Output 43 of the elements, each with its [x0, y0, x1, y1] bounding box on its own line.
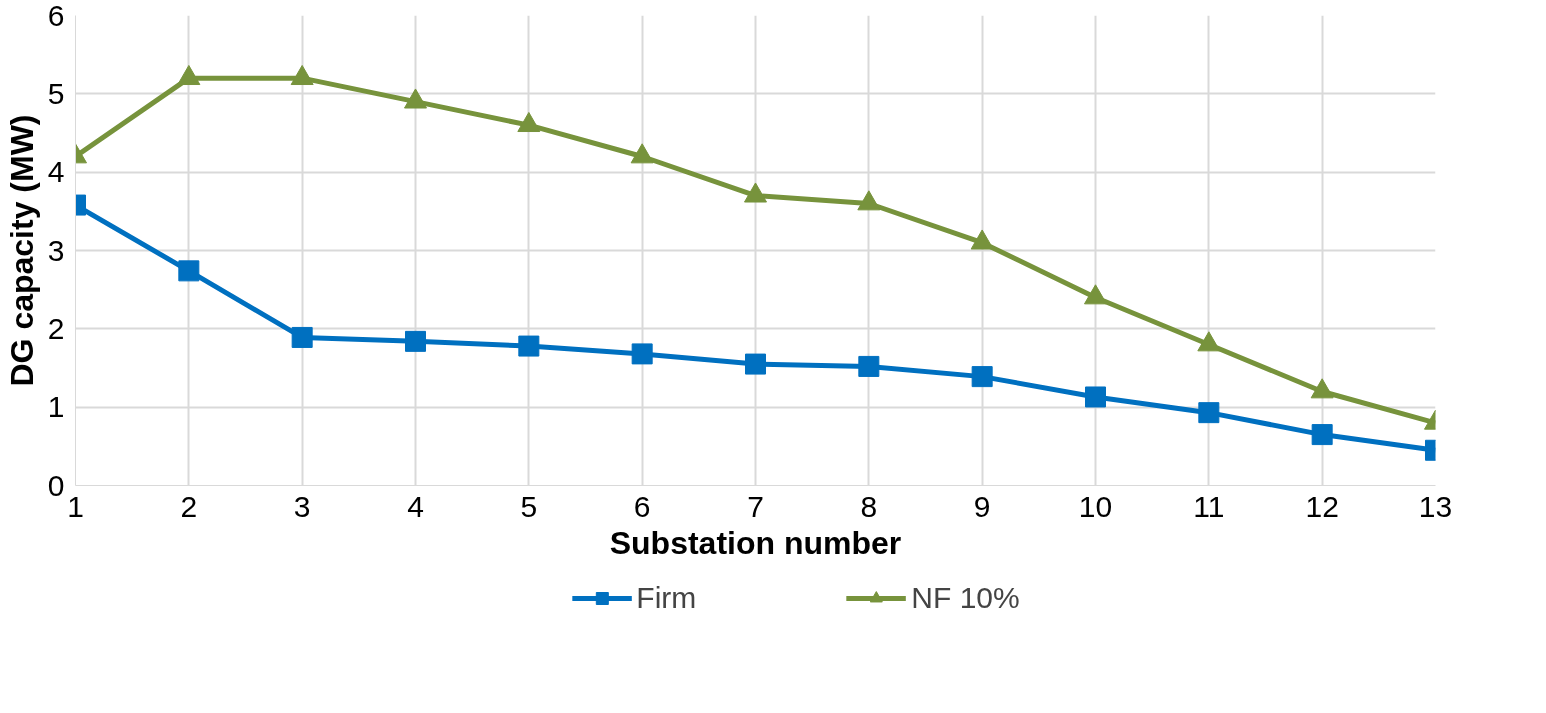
- point: [631, 343, 653, 365]
- point: [178, 260, 200, 282]
- point: [1085, 386, 1106, 408]
- point: [630, 143, 654, 164]
- x-tick-label: 4: [407, 489, 424, 523]
- y-tick-label: 6: [47, 0, 65, 32]
- point: [745, 353, 766, 375]
- y-tick-label: 2: [47, 311, 65, 345]
- y-tick-label: 1: [47, 390, 65, 424]
- point: [970, 229, 994, 250]
- point: [517, 111, 541, 133]
- x-tick-label: 11: [1193, 489, 1225, 523]
- point: [971, 366, 993, 388]
- point: [744, 182, 767, 203]
- legend-label: NF 10%: [911, 581, 1020, 615]
- point: [518, 335, 540, 357]
- x-tick-label: 7: [747, 489, 764, 523]
- y-tick-label: 0: [47, 468, 65, 502]
- x-tick-label: 5: [520, 489, 538, 523]
- point: [177, 64, 201, 86]
- y-tick-label: 4: [47, 155, 65, 189]
- point: [291, 326, 313, 348]
- point: [1084, 284, 1107, 305]
- x-tick-label: 2: [180, 489, 198, 523]
- x-tick-label: 9: [973, 489, 991, 523]
- point: [1198, 402, 1220, 424]
- point: [1311, 424, 1333, 446]
- x-axis-title: Substation number: [609, 524, 902, 561]
- point: [404, 88, 427, 109]
- y-tick-label: 5: [47, 76, 65, 110]
- point: [405, 330, 426, 352]
- x-tick-label: 8: [860, 489, 878, 523]
- point: [858, 355, 880, 377]
- point: [290, 64, 314, 86]
- y-tick-label: 3: [47, 233, 65, 267]
- x-tick-label: 10: [1078, 489, 1113, 523]
- x-tick-label: 13: [1418, 489, 1453, 523]
- point: [857, 190, 881, 211]
- x-tick-label: 6: [633, 489, 651, 523]
- legend-label: Firm: [636, 581, 697, 615]
- x-tick-label: 12: [1305, 489, 1339, 523]
- y-axis-title: DG capacity (MW): [3, 114, 40, 387]
- x-tick-label: 3: [293, 489, 311, 523]
